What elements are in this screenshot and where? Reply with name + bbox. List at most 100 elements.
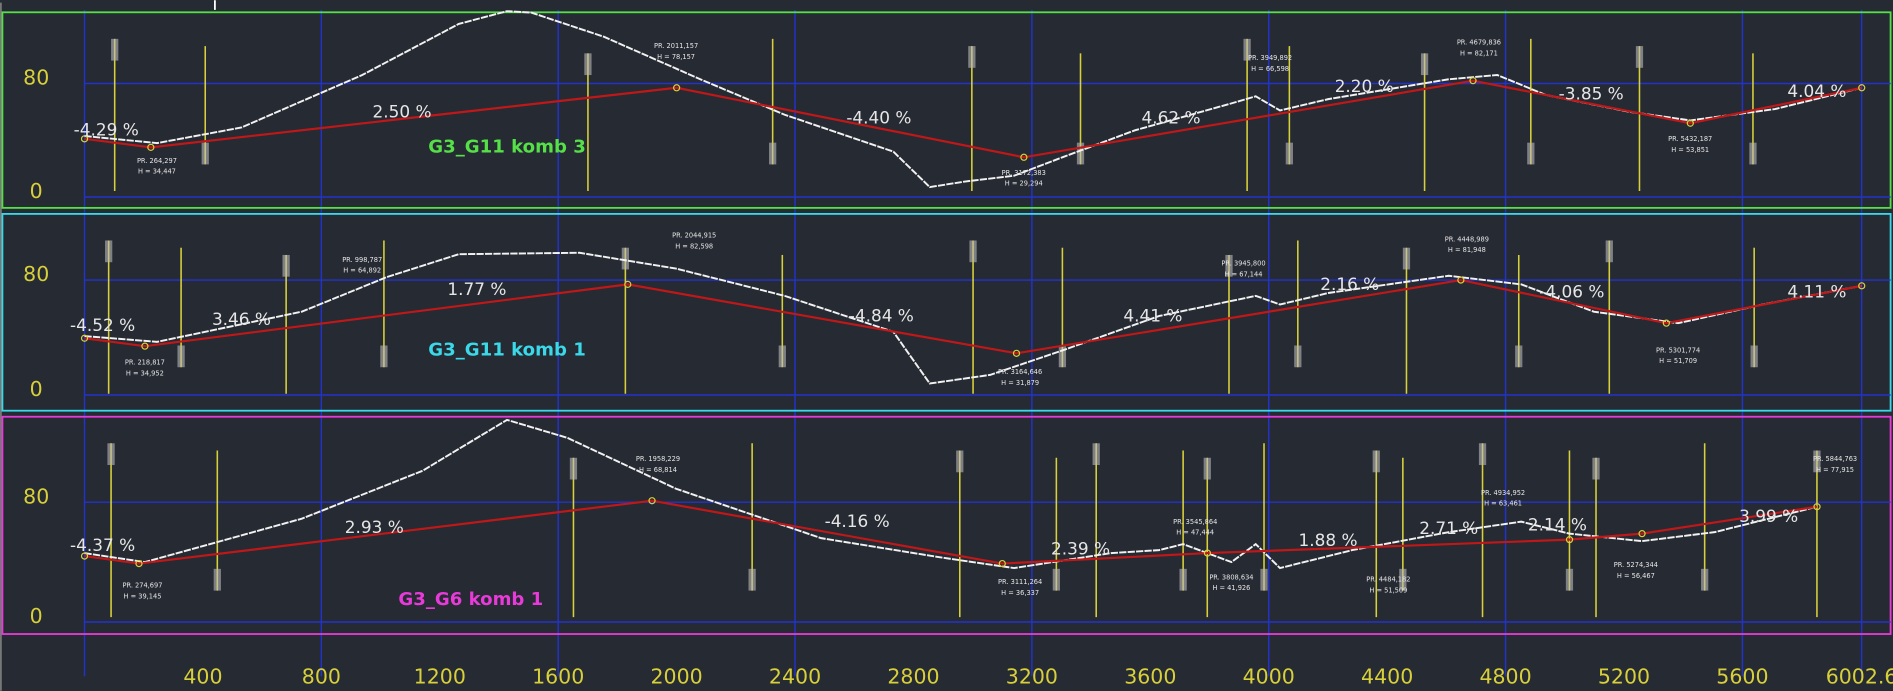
vertex-height: H = 78,157 (657, 53, 695, 61)
station-tag (1813, 450, 1821, 473)
station-tag (1076, 142, 1085, 165)
station-tag (956, 450, 964, 473)
station-tag (1515, 345, 1523, 368)
station-tag (213, 568, 221, 591)
station-tag (1179, 568, 1187, 591)
station-tag (177, 345, 185, 368)
x-tick-label: 3200 (1006, 664, 1058, 688)
vertex-height: H = 56,467 (1617, 572, 1655, 580)
vertex-height: H = 51,709 (1659, 357, 1697, 365)
y-tick-label: 80 (23, 66, 49, 90)
grade-label: 2.16 % (1320, 274, 1379, 294)
grade-label: -4.06 % (1539, 281, 1604, 301)
grade-label: 2.14 % (1528, 514, 1587, 534)
vertex-station: PR. 264,297 (137, 157, 177, 165)
vertex-height: H = 29,294 (1005, 180, 1043, 188)
vertex-station: PR. 5844,763 (1813, 455, 1857, 463)
station-tag (105, 240, 113, 263)
vertex-marker (1012, 349, 1021, 357)
grade-label: -4.37 % (70, 535, 135, 555)
station-tag (1399, 568, 1407, 591)
vertex-station: PR. 274,697 (122, 582, 162, 590)
grade-label: 1.77 % (447, 279, 506, 299)
y-tick-label: 0 (30, 604, 43, 628)
vertex-station: PR. 3172,383 (1002, 169, 1046, 177)
vertex-height: H = 39,145 (123, 593, 161, 601)
station-tag (969, 240, 977, 263)
x-tick-label: 5200 (1598, 664, 1650, 688)
x-tick-label: 1600 (532, 664, 584, 688)
station-tag (1294, 345, 1302, 368)
vertex-marker (998, 559, 1006, 568)
vertex-station: PR. 2044,915 (672, 232, 716, 240)
grade-label: 4.11 % (1787, 281, 1846, 301)
vertex-marker (135, 559, 143, 568)
station-tag (1527, 142, 1535, 165)
station-tag (1372, 450, 1380, 473)
vertex-marker (1020, 153, 1028, 161)
vertex-station: PR. 4484,182 (1366, 576, 1410, 584)
vertex-marker (80, 334, 89, 342)
vertex-height: H = 53,851 (1671, 146, 1709, 154)
vertex-height: H = 36,337 (1001, 589, 1039, 597)
vertex-station: PR. 3545,864 (1173, 518, 1217, 526)
panel-frame (1, 11, 1892, 209)
station-tag (201, 142, 209, 165)
station-tag (778, 345, 786, 368)
grade-label: 3.99 % (1739, 506, 1798, 526)
vertex-station: PR. 3111,264 (998, 578, 1042, 586)
vertex-height: H = 81,948 (1448, 246, 1486, 254)
y-tick-label: 0 (30, 179, 43, 203)
x-tick-label: 800 (302, 664, 341, 688)
vertex-marker (624, 280, 632, 288)
station-tag (1592, 457, 1600, 480)
vertex-station: PR. 4934,952 (1481, 489, 1525, 497)
vertex-marker (1638, 530, 1646, 538)
panel-title: G3_G11 komb 1 (428, 339, 586, 360)
station-tag (1420, 53, 1429, 76)
station-tag (107, 443, 115, 466)
vertex-height: H = 34,447 (138, 168, 176, 176)
station-tag (1058, 345, 1067, 368)
y-tick-label: 0 (30, 377, 43, 401)
station-tag (1635, 46, 1644, 68)
terrain-line (84, 10, 1862, 189)
vertex-station: PR. 3945,800 (1221, 259, 1265, 267)
vertex-marker (1469, 77, 1477, 85)
station-tag (569, 457, 578, 480)
terrain-line (84, 418, 1818, 570)
station-tag (584, 53, 592, 76)
x-tick-label: 2000 (651, 664, 703, 688)
vertex-marker (1686, 119, 1694, 127)
vertex-station: PR. 4448,989 (1445, 235, 1489, 243)
vertex-station: PR. 3808,634 (1209, 573, 1253, 581)
vertex-height: H = 31,879 (1001, 379, 1039, 387)
station-tag (621, 247, 629, 270)
panel-title: G3_G11 komb 3 (428, 137, 586, 158)
station-tag (1052, 568, 1060, 591)
vertex-station: PR. 218,817 (125, 358, 165, 366)
vertex-height: H = 47,444 (1176, 529, 1214, 537)
vertex-marker (147, 143, 155, 151)
vertex-height: H = 51,509 (1369, 587, 1407, 595)
station-tag (1605, 240, 1613, 263)
vertex-height: H = 41,926 (1212, 584, 1250, 592)
terrain-line (84, 251, 1862, 385)
station-tag (1285, 142, 1293, 165)
grade-label: 2.20 % (1335, 76, 1394, 96)
vertex-height: H = 82,171 (1460, 49, 1498, 57)
panel-frame (1, 213, 1892, 412)
x-tick-label: 3600 (1124, 664, 1176, 688)
vertex-station: PR. 4679,836 (1457, 38, 1501, 46)
vertex-station: PR. 2011,157 (654, 42, 698, 50)
vertex-marker (80, 552, 89, 560)
grade-label: 1.88 % (1298, 530, 1357, 550)
vertex-marker (1813, 503, 1821, 511)
station-tag (1092, 443, 1100, 466)
vertex-marker (80, 135, 89, 143)
station-tag (1565, 568, 1574, 591)
station-tag (1750, 345, 1758, 368)
vertex-station: PR. 5301,774 (1656, 346, 1700, 354)
